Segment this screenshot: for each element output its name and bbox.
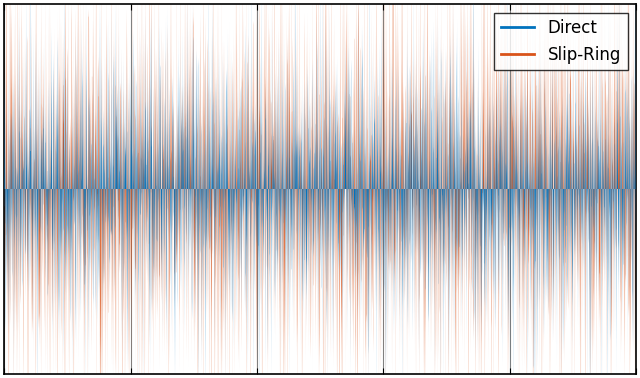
Legend: Direct, Slip-Ring: Direct, Slip-Ring bbox=[494, 12, 627, 70]
